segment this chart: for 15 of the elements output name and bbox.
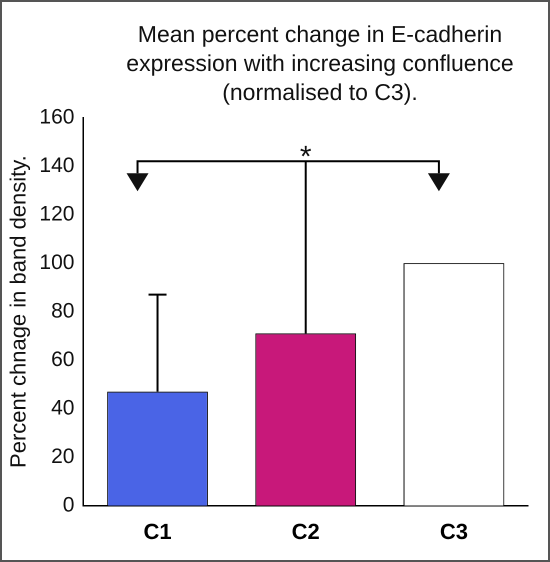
y-tick-label: 60: [51, 348, 74, 371]
x-tick-label: C1: [143, 518, 172, 544]
y-tick-label: 20: [51, 444, 74, 468]
y-tick-label: 160: [39, 105, 74, 128]
y-tick-label: 120: [39, 202, 74, 226]
annotation: *: [300, 140, 312, 174]
x-tick-label: C2: [292, 518, 320, 544]
x-tick-label: C3: [440, 518, 468, 544]
y-axis-title: Percent chnage in band density.: [5, 155, 30, 468]
y-tick-label: 0: [62, 493, 74, 516]
y-tick-label: 80: [51, 299, 74, 322]
y-tick-label: 140: [39, 154, 74, 177]
chart-title: Mean percent change in E-cadherin expression with increasing confluence (normalised to C3).: [125, 20, 515, 107]
y-tick-label: 100: [39, 250, 74, 274]
y-tick-label: 40: [51, 396, 74, 420]
